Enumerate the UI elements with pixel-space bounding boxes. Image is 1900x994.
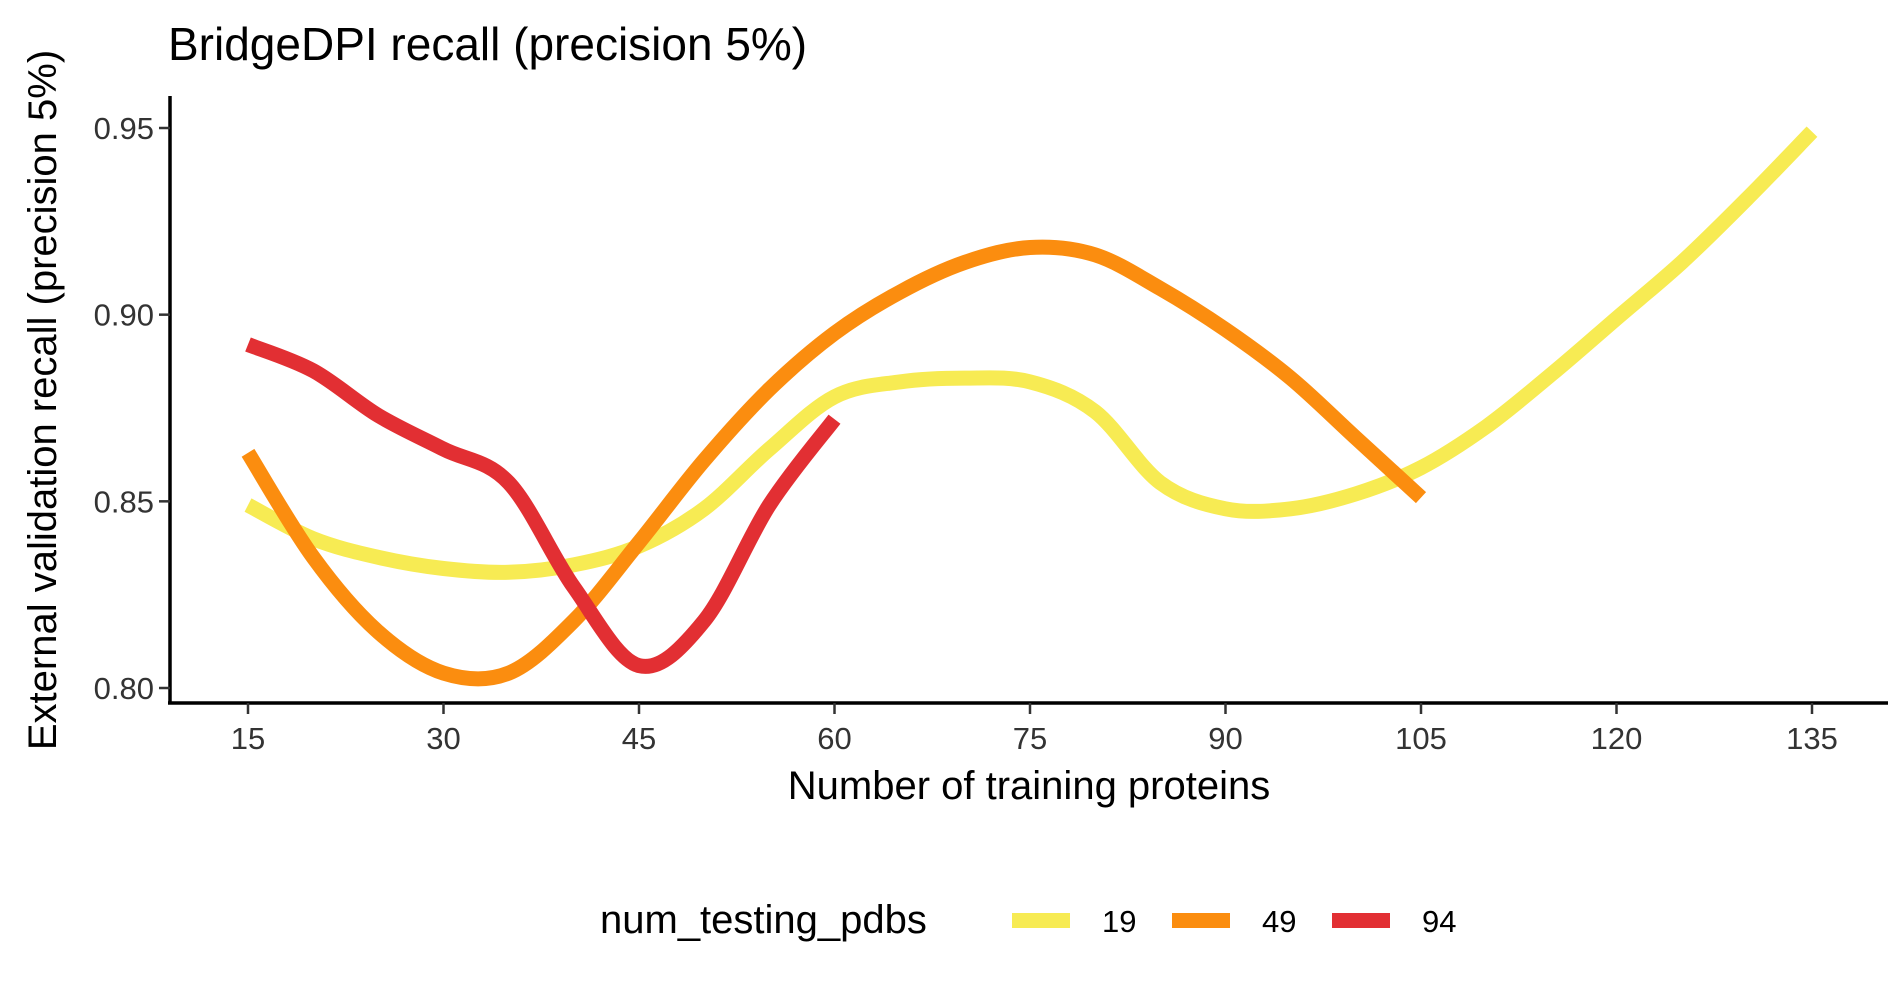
- x-tick-label: 90: [1208, 721, 1242, 756]
- x-tick-label: 135: [1786, 721, 1838, 756]
- x-tick-label: 60: [817, 721, 851, 756]
- x-axis-title: Number of training proteins: [788, 764, 1270, 808]
- series-line-94: [245, 337, 841, 674]
- legend-key-94: [1332, 913, 1390, 928]
- series-line-49: [241, 239, 1427, 687]
- legend-label: 19: [1102, 904, 1136, 939]
- y-axis: 0.80 0.85 0.90 0.95: [94, 111, 170, 706]
- y-tick-label: 0.80: [94, 671, 154, 706]
- y-axis-title: External validation recall (precision 5%…: [21, 50, 65, 750]
- plot-area: [241, 126, 1818, 687]
- x-tick-label: 15: [231, 721, 265, 756]
- legend-label: 49: [1262, 904, 1296, 939]
- x-tick-label: 75: [1013, 721, 1047, 756]
- x-tick-label: 105: [1395, 721, 1447, 756]
- y-tick-label: 0.95: [94, 111, 154, 146]
- legend-title: num_testing_pdbs: [600, 898, 927, 942]
- x-tick-label: 45: [622, 721, 656, 756]
- x-axis: 15 30 45 60 75 90 105 120 135: [231, 703, 1838, 756]
- x-tick-label: 30: [426, 721, 460, 756]
- y-tick-label: 0.90: [94, 298, 154, 333]
- legend-key-19: [1012, 913, 1070, 928]
- y-tick-label: 0.85: [94, 484, 154, 519]
- legend-key-49: [1172, 913, 1230, 928]
- legend-label: 94: [1422, 904, 1456, 939]
- x-tick-label: 120: [1591, 721, 1643, 756]
- series-line-19: [244, 126, 1818, 580]
- legend: num_testing_pdbs 19 49 94: [600, 898, 1456, 942]
- chart-title: BridgeDPI recall (precision 5%): [168, 18, 807, 70]
